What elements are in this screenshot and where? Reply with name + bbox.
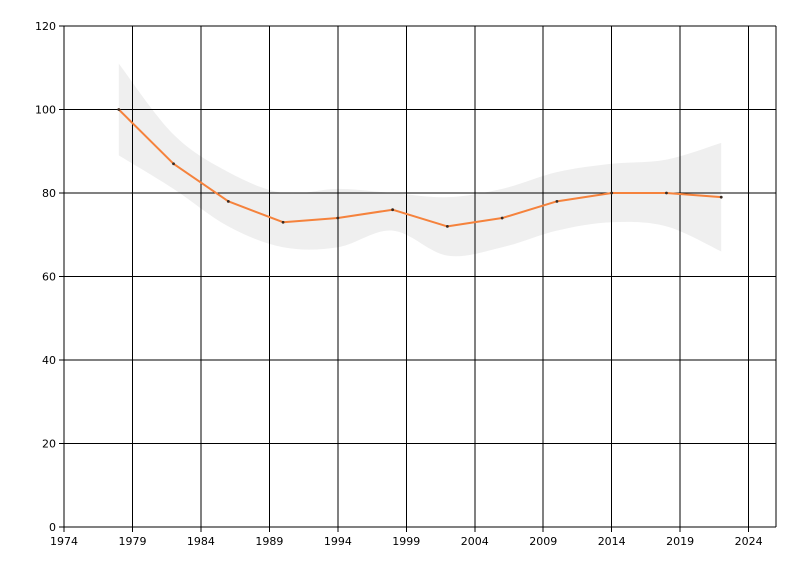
x-tick-label-1984: 1984 (187, 535, 215, 548)
data-point-1986 (226, 199, 230, 203)
confidence-band-layer (118, 63, 722, 257)
data-point-2010 (555, 199, 559, 203)
data-point-2006 (500, 216, 504, 220)
y-tick-label-120: 120 (35, 20, 56, 33)
data-point-1998 (391, 208, 395, 212)
y-tick-label-20: 20 (42, 438, 56, 451)
data-point-2014 (610, 191, 614, 195)
x-tick-label-1974: 1974 (50, 535, 78, 548)
tick-labels-layer: 0 20 40 60 80 100 120 1974 1979 1984 1989 1994 1999 2… (35, 20, 763, 548)
x-tick-label-2014: 2014 (598, 535, 626, 548)
x-tick-label-2004: 2004 (461, 535, 489, 548)
x-tick-label-1994: 1994 (324, 535, 352, 548)
x-tick-label-2009: 2009 (529, 535, 557, 548)
x-tick-label-1999: 1999 (392, 535, 420, 548)
data-point-2002 (445, 225, 449, 228)
y-tick-label-40: 40 (42, 354, 56, 367)
data-point-1982 (172, 162, 175, 166)
x-tick-label-1979: 1979 (118, 535, 146, 548)
axes-layer (59, 25, 776, 532)
grid-layer (63, 25, 777, 528)
series-layer (118, 108, 722, 228)
data-point-1990 (281, 220, 285, 224)
confidence-band (118, 63, 722, 257)
data-point-2022 (719, 195, 723, 199)
x-tick-label-2024: 2024 (735, 535, 763, 548)
points-layer (117, 108, 723, 228)
y-tick-label-100: 100 (35, 104, 56, 117)
series-line-0 (118, 108, 722, 228)
x-tick-label-1989: 1989 (255, 535, 283, 548)
y-tick-label-80: 80 (42, 187, 56, 200)
x-tick-label-2019: 2019 (666, 535, 694, 548)
data-point-1994 (336, 216, 340, 220)
data-point-2018 (665, 191, 668, 195)
y-tick-label-0: 0 (49, 521, 56, 534)
data-point-1978 (117, 108, 121, 111)
y-tick-label-60: 60 (42, 271, 56, 284)
